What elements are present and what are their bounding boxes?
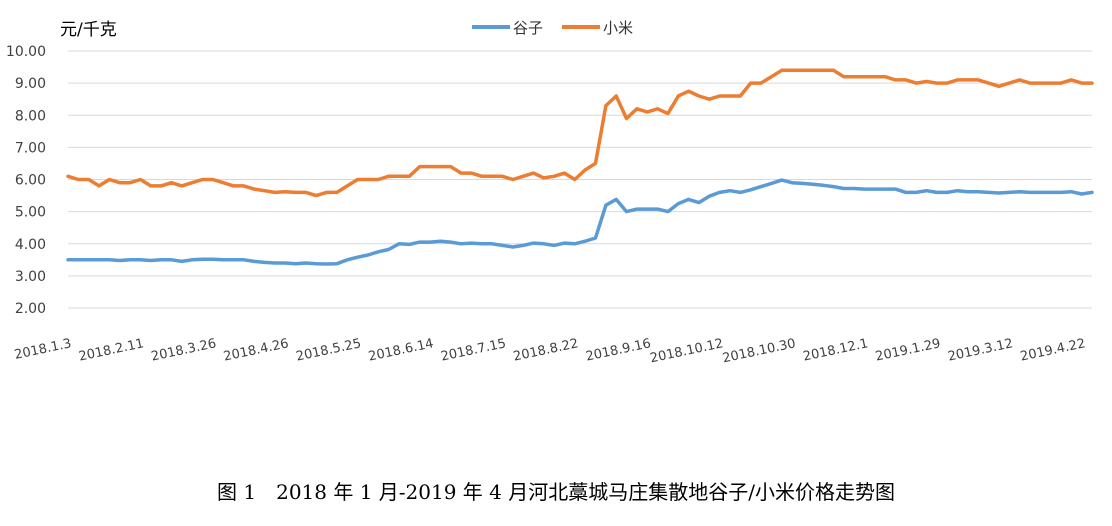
x-tick-label: 2018.6.14 [367, 336, 435, 364]
y-tick-label: 5.00 [15, 205, 46, 221]
x-tick-label: 2019.4.22 [1019, 336, 1087, 364]
price-trend-chart: 2.00 3.00 4.00 5.00 6.00 7.00 8.00 9.00 10.00 20… [6, 19, 1094, 366]
y-tick-label: 9.00 [15, 76, 46, 92]
y-tick-label: 3.00 [15, 269, 46, 285]
y-tick-label: 6.00 [15, 173, 46, 189]
y-axis-unit-label: 元/千克 [60, 20, 117, 40]
y-tick-label: 4.00 [15, 237, 46, 253]
series-line-xiaomi [66, 68, 1094, 198]
x-axis-tick-labels: 2018.1.3 2018.2.11 2018.3.26 2018.4.26 2018.… [13, 336, 1087, 366]
x-tick-label: 2018.1.3 [13, 336, 73, 363]
x-tick-label: 2018.8.22 [512, 336, 580, 364]
y-tick-label: 10.00 [6, 44, 46, 60]
series-lines [66, 68, 1094, 266]
series-line-guzi [66, 178, 1094, 266]
x-tick-label: 2018.9.16 [584, 336, 652, 364]
x-tick-label: 2018.3.26 [150, 336, 218, 364]
x-tick-label: 2018.7.15 [440, 336, 508, 364]
x-tick-label: 2018.5.25 [295, 336, 363, 364]
y-tick-label: 8.00 [15, 108, 46, 124]
legend-label-guzi: 谷子 [513, 19, 543, 37]
x-tick-label: 2018.2.11 [77, 336, 145, 364]
x-tick-label: 2018.4.26 [222, 336, 290, 364]
figure-caption: 图 1 2018 年 1 月-2019 年 4 月河北藁城马庄集散地谷子/小米价… [217, 480, 895, 504]
x-tick-label: 2019.3.12 [947, 336, 1015, 364]
y-tick-label: 2.00 [15, 301, 46, 317]
legend: 谷子 小米 [472, 19, 633, 37]
legend-label-xiaomi: 小米 [603, 19, 633, 37]
y-tick-label: 7.00 [15, 140, 46, 156]
x-tick-label: 2019.1.29 [874, 336, 942, 364]
x-tick-label: 2018.12.1 [802, 336, 870, 364]
x-tick-label: 2018.10.12 [649, 336, 725, 366]
x-tick-label: 2018.10.30 [721, 336, 797, 366]
y-axis-tick-labels: 2.00 3.00 4.00 5.00 6.00 7.00 8.00 9.00 10.00 [6, 44, 46, 317]
gridlines [68, 50, 1092, 309]
